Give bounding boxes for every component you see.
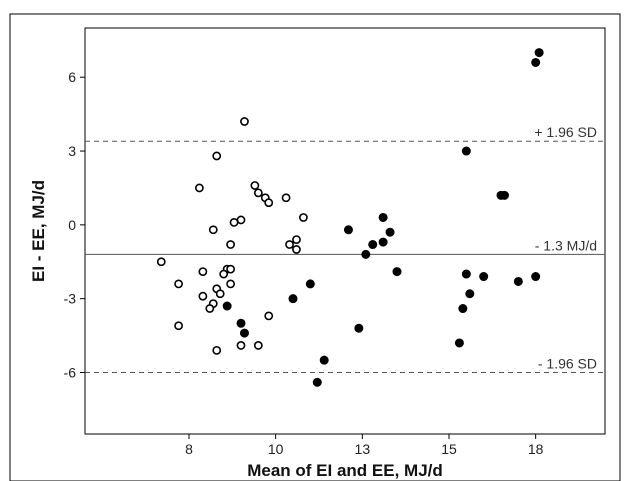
open-point-30 — [236, 341, 246, 350]
filled-point-10 — [361, 249, 371, 259]
open-point-9 — [229, 217, 239, 227]
y-tick-label-3: -3 — [64, 291, 77, 307]
x-tick-label-3: 15 — [441, 441, 457, 457]
open-point-22 — [226, 279, 235, 289]
open-point-32 — [212, 345, 222, 355]
filled-point-25 — [319, 355, 329, 365]
filled-point-1 — [531, 57, 541, 67]
x-axis-title: Mean of EI and EE, MJ/d — [247, 461, 443, 480]
open-point-7 — [281, 193, 291, 203]
open-point-14 — [292, 235, 301, 245]
open-point-4 — [253, 188, 263, 198]
filled-point-0 — [534, 48, 544, 58]
open-point-21 — [174, 279, 183, 289]
filled-point-19 — [458, 304, 468, 314]
reference-line-label-1: - 1.3 MJ/d — [535, 237, 597, 253]
open-point-8 — [298, 213, 308, 222]
open-point-15 — [292, 245, 301, 254]
open-point-18 — [226, 264, 235, 274]
open-point-29 — [264, 311, 274, 321]
open-point-10 — [236, 215, 246, 225]
filled-point-7 — [385, 227, 395, 237]
open-point-19 — [219, 269, 229, 279]
filled-point-9 — [378, 237, 388, 247]
y-tick-label-0: 6 — [68, 69, 76, 85]
filled-point-17 — [288, 294, 298, 304]
filled-point-12 — [461, 269, 471, 279]
open-point-16 — [156, 257, 166, 267]
filled-point-2 — [461, 146, 471, 156]
x-axis-ticks: 8 10 13 15 18 — [185, 434, 544, 457]
y-tick-label-1: 3 — [68, 143, 76, 159]
open-point-24 — [215, 289, 225, 299]
open-point-27 — [205, 304, 215, 313]
x-tick-label-4: 18 — [528, 441, 544, 457]
open-point-20 — [198, 267, 208, 276]
filled-point-22 — [239, 328, 249, 338]
filled-point-4 — [499, 190, 509, 200]
filled-point-16 — [305, 279, 315, 289]
reference-lines: + 1.96 SD - 1.3 MJ/d - 1.96 SD — [85, 124, 605, 373]
filled-point-8 — [368, 240, 378, 250]
filled-point-26 — [312, 377, 322, 387]
filled-point-5 — [378, 212, 388, 222]
filled-point-24 — [454, 338, 464, 348]
reference-line-label-2: - 1.96 SD — [538, 355, 597, 371]
open-point-31 — [253, 341, 263, 350]
filled-point-11 — [392, 267, 402, 277]
y-axis-title: EI - EE, MJ/d — [29, 180, 48, 282]
reference-line-label-0: + 1.96 SD — [534, 124, 597, 140]
open-point-0 — [240, 117, 249, 126]
open-point-25 — [198, 291, 208, 301]
x-tick-label-2: 13 — [355, 441, 371, 457]
open-point-3 — [250, 181, 260, 190]
open-point-12 — [226, 240, 235, 249]
filled-point-18 — [465, 289, 475, 299]
open-point-28 — [174, 321, 183, 331]
filled-point-13 — [479, 272, 489, 282]
x-tick-label-0: 8 — [185, 441, 193, 457]
open-point-2 — [194, 183, 204, 193]
filled-point-20 — [222, 301, 232, 311]
open-point-6 — [264, 198, 274, 208]
y-tick-label-4: -6 — [64, 364, 77, 380]
open-point-1 — [212, 151, 222, 161]
filled-point-23 — [354, 323, 364, 333]
x-tick-label-1: 10 — [268, 441, 284, 457]
filled-point-6 — [343, 225, 353, 235]
filled-point-14 — [513, 276, 523, 286]
filled-point-15 — [531, 272, 541, 282]
filled-point-21 — [236, 318, 246, 328]
data-points — [156, 48, 544, 387]
open-point-11 — [208, 225, 218, 235]
open-point-13 — [285, 240, 294, 249]
y-axis-ticks: 6 3 0 -3 -6 — [64, 69, 85, 380]
y-tick-label-2: 0 — [68, 217, 76, 233]
